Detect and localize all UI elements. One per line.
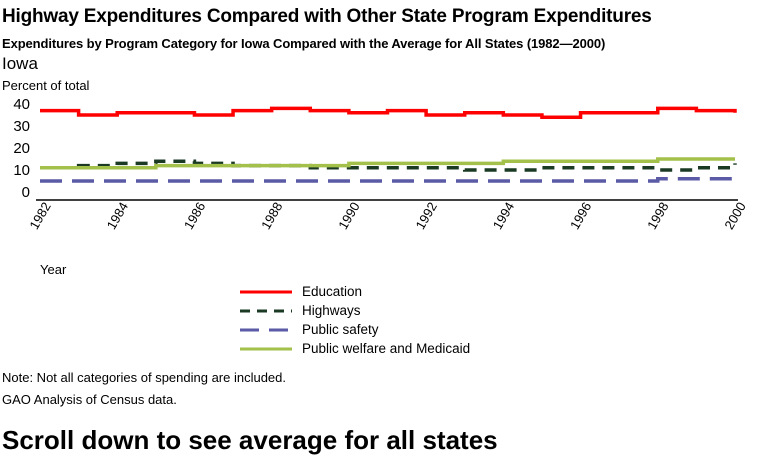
legend-item-education: Education xyxy=(240,282,470,301)
x-axis-ticks: 1982 1984 1986 1988 1990 1992 1994 1996 1998 2000 xyxy=(26,199,748,232)
x-tick-label: 1984 xyxy=(104,199,131,232)
y-tick-label: 30 xyxy=(13,118,30,135)
legend-label: Public welfare and Medicaid xyxy=(302,341,471,356)
x-tick-label: 1988 xyxy=(258,199,285,232)
x-tick-label: 2000 xyxy=(721,199,748,232)
y-tick-label: 40 xyxy=(13,96,30,113)
series-line-highways xyxy=(40,159,737,172)
legend-swatch-public-welfare xyxy=(240,347,292,350)
legend-swatch-public-safety xyxy=(240,328,292,331)
footnote: Note: Not all categories of spending are… xyxy=(2,370,287,385)
chart-subtitle: Expenditures by Program Category for Iow… xyxy=(2,36,606,51)
y-tick-label: 20 xyxy=(13,140,30,157)
legend-label: Highways xyxy=(302,303,361,318)
x-tick-label: 1986 xyxy=(181,199,208,232)
legend: Education Highways Public safety Public … xyxy=(240,282,470,358)
x-tick-label: 1992 xyxy=(412,199,439,232)
scroll-hint: Scroll down to see average for all state… xyxy=(2,425,498,455)
legend-swatch-highways xyxy=(240,309,292,312)
y-axis-label: Percent of total xyxy=(2,78,90,93)
series-line-public-safety xyxy=(40,177,735,183)
x-tick-label: 1982 xyxy=(26,199,53,232)
legend-label: Public safety xyxy=(302,322,379,337)
source-note: GAO Analysis of Census data. xyxy=(2,392,177,407)
chart-title: Highway Expenditures Compared with Other… xyxy=(2,6,652,27)
legend-item-public-welfare: Public welfare and Medicaid xyxy=(240,339,470,358)
y-tick-label: 0 xyxy=(22,184,30,201)
y-tick-label: 10 xyxy=(13,162,30,179)
x-tick-label: 1990 xyxy=(335,199,362,232)
legend-label: Education xyxy=(302,284,363,299)
legend-item-highways: Highways xyxy=(240,301,470,320)
y-axis-ticks: 0 10 20 30 40 xyxy=(13,96,30,201)
series-lines xyxy=(40,106,737,183)
legend-swatch-education xyxy=(240,290,292,293)
series-line-education xyxy=(40,106,737,119)
x-tick-label: 1998 xyxy=(644,199,671,232)
state-name: Iowa xyxy=(2,54,38,73)
legend-item-public-safety: Public safety xyxy=(240,320,470,339)
x-axis-label: Year xyxy=(40,262,67,277)
x-tick-label: 1994 xyxy=(490,199,517,232)
x-tick-label: 1996 xyxy=(567,199,594,232)
series-line-public-welfare-and-medicaid xyxy=(40,157,735,170)
